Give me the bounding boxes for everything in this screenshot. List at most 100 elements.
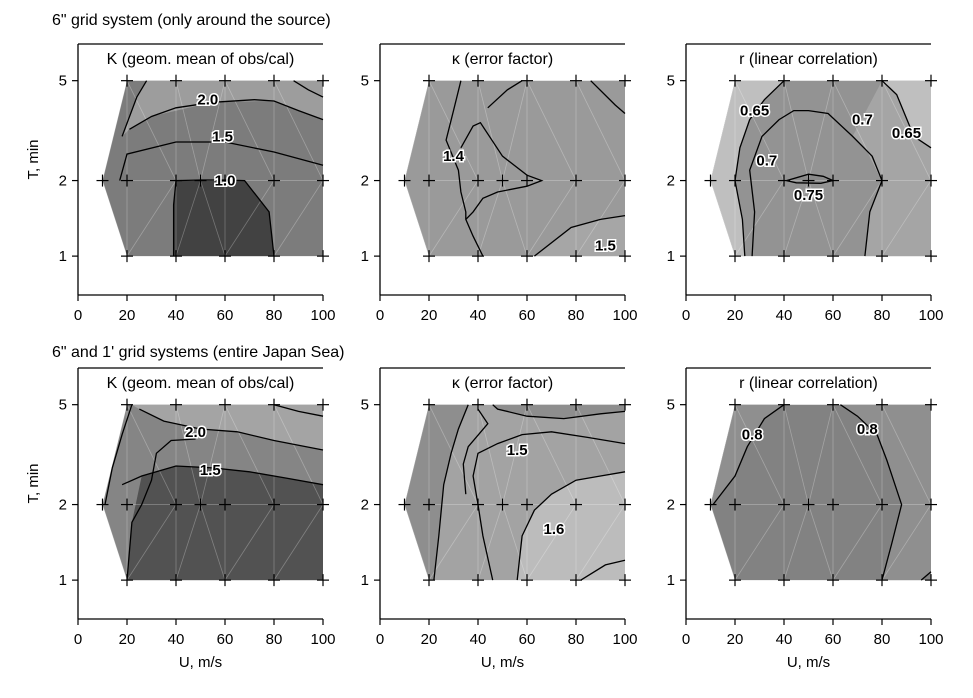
triangulation-line (126, 80, 177, 181)
triangulation-line (224, 404, 275, 505)
grid-point-marker (268, 174, 280, 187)
grid-point-marker (827, 574, 839, 587)
triangulation-line (102, 404, 128, 505)
grid-point-marker (802, 174, 815, 187)
contour-line (121, 465, 324, 486)
contour-label: 0.65 (892, 125, 921, 142)
contour-label: 1.5 (507, 442, 528, 459)
triangulation-line (783, 404, 809, 505)
triangulation-line (808, 180, 834, 257)
contour-label: 2.0 (197, 92, 218, 109)
x-tick-label: 60 (217, 307, 234, 324)
triangulation-line (502, 80, 528, 181)
grid-point-marker (96, 174, 109, 187)
y-tick-label: 1 (59, 572, 67, 589)
grid-point-marker (219, 498, 231, 511)
grid-point-marker (876, 498, 888, 511)
grid-point-marker (121, 174, 133, 187)
grid-point-marker (827, 174, 839, 187)
triangulation-line (428, 504, 479, 581)
y-tick-label: 2 (667, 173, 675, 190)
x-tick-label: 60 (825, 307, 842, 324)
panel-title: K (geom. mean of obs/cal) (107, 375, 295, 392)
x-tick-label: 20 (421, 631, 438, 648)
contour-label: 1.6 (544, 521, 565, 538)
grid-point-marker (827, 498, 839, 511)
grid-point-marker (423, 398, 435, 411)
panel-1-1: 1.5 1.6 0 20 40 60 80 100 1 2 5 κ (error factor) U, … (361, 367, 638, 671)
triangulation-line (200, 504, 226, 581)
grid-point-marker (729, 174, 741, 187)
grid-point-marker (423, 250, 435, 263)
grid-point-marker (570, 498, 582, 511)
triangulation-line (832, 504, 883, 581)
y-tick-label: 2 (361, 173, 369, 190)
triangulation-line (783, 504, 809, 581)
y-tick-label: 5 (59, 397, 67, 414)
grid-point-marker (729, 74, 741, 87)
contour-line (472, 431, 626, 581)
triangulation-line (710, 404, 736, 505)
shaded-band (122, 80, 323, 137)
x-tick-label: 40 (776, 307, 793, 324)
grid-point-marker (876, 574, 888, 587)
grid-point-marker (619, 74, 631, 87)
triangulation-line (734, 180, 785, 257)
triangulation-line (502, 504, 528, 581)
grid-point-marker (925, 398, 937, 411)
triangulation-line (477, 180, 503, 257)
grid-point-marker (778, 250, 790, 263)
grid-point-marker (268, 74, 280, 87)
grid-point-marker (268, 574, 280, 587)
triangulation-line (126, 404, 177, 505)
triangulation-line (832, 180, 883, 257)
x-tick-label: 100 (310, 631, 335, 648)
x-tick-label: 40 (168, 307, 185, 324)
grid-point-marker (570, 398, 582, 411)
y-tick-label: 5 (59, 73, 67, 90)
y-tick-label: 1 (667, 248, 675, 265)
contour-label: 0.7 (852, 112, 873, 129)
grid-point-marker (472, 74, 484, 87)
shaded-band (710, 80, 784, 257)
contour-label: 1.5 (212, 128, 233, 145)
grid-point-marker (96, 498, 109, 511)
contour-line (172, 179, 275, 257)
shaded-band (127, 466, 323, 581)
grid-point-marker (876, 250, 888, 263)
row-title-bottom: 6" and 1' grid systems (entire Japan Sea… (52, 344, 344, 361)
x-tick-label: 80 (874, 631, 891, 648)
x-tick-label: 40 (776, 631, 793, 648)
grid-point-marker (570, 174, 582, 187)
contour-line (104, 404, 133, 505)
grid-point-marker (925, 74, 937, 87)
grid-point-marker (317, 74, 329, 87)
y-axis-label: T, min (25, 463, 42, 503)
panel-0-2: 0.65 0.7 0.7 0.65 0.75 0 20 40 60 80 100 1 2 5 r (line… (667, 43, 944, 324)
triangulation-line (575, 80, 626, 181)
x-axis-label: U, m/s (787, 654, 830, 671)
triangulation-line (224, 504, 275, 581)
contour-line (580, 559, 626, 581)
panel-0-0: 2.0 1.5 1.0 0 20 40 60 80 100 1 2 5 K (geom. mean of… (25, 43, 336, 324)
grid-point-marker (219, 574, 231, 587)
triangulation-line (808, 80, 834, 181)
row-title-top: 6" grid system (only around the source) (52, 12, 331, 29)
data-region (710, 404, 931, 581)
x-tick-label: 100 (918, 631, 943, 648)
contour-line (881, 80, 932, 149)
triangulation-line (710, 80, 736, 181)
triangulation-line (126, 180, 177, 257)
grid-point-marker (219, 74, 231, 87)
grid-point-marker (876, 398, 888, 411)
triangulation-line (428, 180, 479, 257)
grid-point-marker (219, 174, 231, 187)
triangulation-line (526, 80, 577, 181)
triangulation-line (428, 80, 479, 181)
contour-line (534, 214, 626, 257)
shaded-band (517, 471, 625, 581)
grid-point-marker (778, 498, 790, 511)
x-tick-label: 80 (266, 631, 283, 648)
y-tick-label: 2 (361, 497, 369, 514)
grid-point-marker (170, 74, 182, 87)
